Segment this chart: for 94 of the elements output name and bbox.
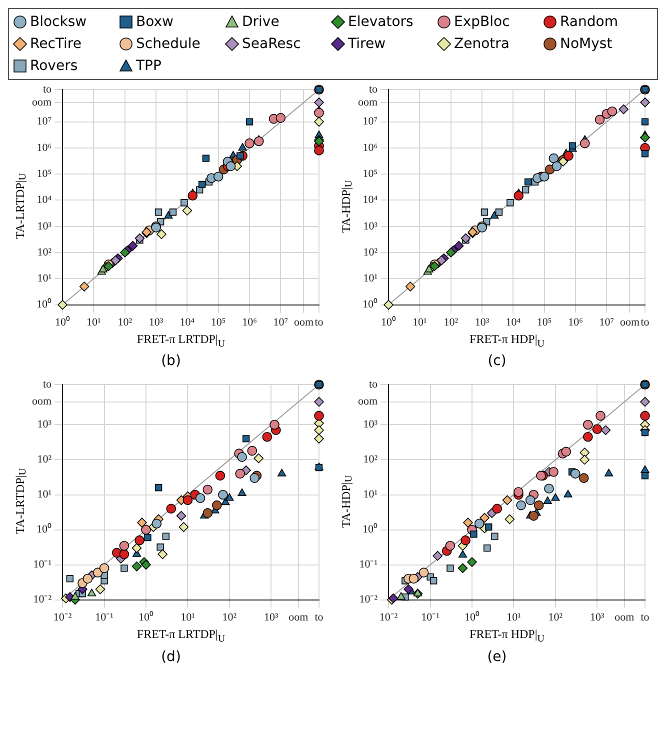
x-axis-title: FRET-π HDP|$_{U}$ [470,627,544,645]
y-tick-label: to [42,378,52,391]
legend-label: Tirew [348,36,386,52]
y-tick-label: 10⁰ [36,523,52,536]
x-tick-label: 10¹ [506,612,521,624]
legend-label: Drive [242,14,280,30]
text: (b) [161,353,181,370]
x-tick-label: 10⁶ [242,316,257,328]
y-tick-label: to [368,378,378,391]
y-tick-label: 10⁶ [362,142,378,154]
x-tick-label: 10⁻² [53,612,72,624]
text: (c) [488,353,506,370]
y-tick-label: to [368,83,378,96]
x-tick-label: 10¹ [412,316,427,328]
y-tick-label: 10¹ [362,489,378,502]
y-tick-label: 10³ [362,220,378,232]
x-tick-label: 10⁵ [536,316,552,328]
x-tick-label: 10³ [590,612,605,624]
legend-label: Boxw [136,14,174,30]
x-tick-label: 10² [117,316,132,328]
y-tick-label: 10⁵ [36,168,52,180]
legend-label: TPP [136,58,162,74]
x-tick-label: 10⁷ [598,316,614,328]
legend-label: Schedule [136,36,200,52]
x-tick-label: 10⁴ [505,316,520,328]
text: (d) [161,648,181,665]
legend-label: Random [560,14,618,30]
x-tick-label: 10² [443,316,458,328]
x-tick-label: to [640,612,650,624]
x-tick-label: 10⁻¹ [94,612,114,624]
x-tick-label: 10⁰ [380,315,396,328]
x-tick-label: to [640,316,650,328]
legend-label: RecTire [30,36,82,52]
x-tick-label: 10⁷ [272,316,288,328]
x-tick-label: 10⁻² [379,612,398,624]
y-tick-label: 10⁻¹ [358,559,378,572]
x-tick-label: 10¹ [180,612,195,624]
y-tick-label: 10⁻¹ [32,559,52,572]
x-tick-label: 10⁰ [464,610,480,624]
y-tick-label: 10¹ [36,489,52,502]
legend-label: Elevators [348,14,414,30]
y-tick-label: 10¹ [36,272,52,285]
y-tick-label: 10⁻² [358,594,378,606]
x-axis-title: FRET-π LRTDP|$_{U}$ [136,332,226,350]
y-tick-label: 10² [36,454,52,466]
x-tick-label: 10² [548,612,563,624]
x-axis-title: FRET-π HDP|$_{U}$ [470,332,544,350]
y-tick-label: oom [358,96,378,108]
x-tick-label: 10⁻¹ [420,612,440,624]
x-tick-label: 10⁶ [568,316,583,328]
legend-label: Zenotra [454,36,510,52]
legend-label: ExpBloc [454,14,510,30]
x-tick-label: 10⁰ [138,610,154,624]
y-tick-label: 10² [362,246,378,258]
y-tick-label: 10⁷ [362,116,378,128]
x-axis-title: FRET-π LRTDP|$_{U}$ [136,627,226,645]
x-tick-label: oom [294,316,314,328]
legend-label: NoMyst [560,36,612,52]
y-tick-label: 10⁴ [36,194,52,206]
x-tick-label: oom [614,612,634,624]
legend-label: Blocksw [30,14,87,30]
x-tick-label: 10³ [264,612,279,624]
x-tick-label: 10³ [474,316,490,328]
y-tick-label: oom [358,396,378,408]
legend-label: Rovers [30,58,78,74]
y-tick-label: 10⁴ [362,194,378,206]
x-tick-label: 10⁰ [54,315,70,328]
y-tick-label: 10⁵ [362,168,378,180]
y-tick-label: 10³ [36,220,52,232]
y-tick-label: 10⁷ [36,116,52,128]
y-tick-label: oom [32,96,52,108]
y-tick-label: 10⁶ [36,142,52,154]
x-tick-label: 10⁴ [179,316,194,328]
x-tick-label: 10² [222,612,237,624]
y-tick-label: 10¹ [362,272,378,285]
y-tick-label: 10⁰ [362,298,378,311]
y-tick-label: 10² [362,454,378,466]
y-tick-label: 10⁰ [36,298,52,311]
x-tick-label: to [314,612,324,624]
x-tick-label: 10⁵ [210,316,226,328]
x-tick-label: oom [288,612,308,624]
y-tick-label: to [42,83,52,96]
y-tick-label: 10³ [362,419,378,432]
x-tick-label: to [314,316,324,328]
x-tick-label: 10³ [148,316,164,328]
y-tick-label: 10⁻² [32,594,52,606]
text: (e) [487,648,507,665]
x-tick-label: oom [620,316,640,328]
y-tick-label: oom [32,396,52,408]
y-tick-label: 10⁰ [362,523,378,536]
legend-label: SeaResc [242,36,301,52]
x-tick-label: 10¹ [86,316,101,328]
y-tick-label: 10² [36,246,52,258]
y-tick-label: 10³ [36,419,52,432]
